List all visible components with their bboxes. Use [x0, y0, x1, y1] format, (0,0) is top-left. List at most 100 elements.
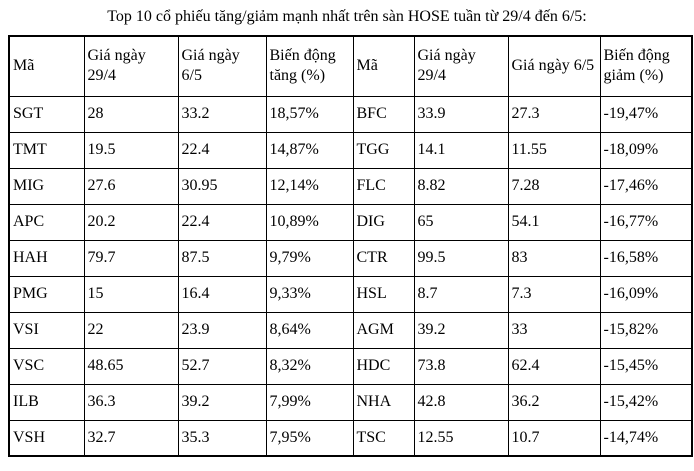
price-29-4-cell: 65 [413, 203, 509, 241]
header-ticker-losers: Mã [352, 35, 415, 97]
header-ticker-gainers: Mã [8, 35, 85, 97]
price-6-5-cell: 27.3 [507, 95, 601, 133]
ticker-cell: HSL [352, 275, 415, 313]
price-6-5-cell: 30.95 [177, 167, 267, 205]
table-row: SGT 28 33.2 18,57% BFC 33.9 27.3 -19,47% [8, 95, 693, 133]
change-percent-cell: 10,89% [265, 203, 354, 241]
price-29-4-cell: 8.7 [413, 275, 509, 313]
change-percent-cell: -14,74% [599, 419, 693, 457]
price-29-4-cell: 73.8 [413, 347, 509, 385]
price-6-5-cell: 22.4 [177, 131, 267, 169]
ticker-cell: PMG [8, 275, 85, 313]
change-percent-cell: 9,79% [265, 239, 354, 277]
price-6-5-cell: 39.2 [177, 383, 267, 421]
price-29-4-cell: 27.6 [83, 167, 179, 205]
stock-table: Mã Giá ngày 29/4 Giá ngày 6/5 Biến động … [8, 35, 693, 457]
price-29-4-cell: 14.1 [413, 131, 509, 169]
price-29-4-cell: 42.8 [413, 383, 509, 421]
price-6-5-cell: 87.5 [177, 239, 267, 277]
price-29-4-cell: 99.5 [413, 239, 509, 277]
change-percent-cell: 18,57% [265, 95, 354, 133]
ticker-cell: NHA [352, 383, 415, 421]
page-title: Top 10 cổ phiếu tăng/giảm mạnh nhất trên… [107, 8, 587, 25]
ticker-cell: APC [8, 203, 85, 241]
price-29-4-cell: 39.2 [413, 311, 509, 349]
price-6-5-cell: 10.7 [507, 419, 601, 457]
price-29-4-cell: 48.65 [83, 347, 179, 385]
header-change-down-percent: Biến động giảm (%) [599, 35, 693, 97]
table-body: SGT 28 33.2 18,57% BFC 33.9 27.3 -19,47% TMT 19.5… [8, 95, 693, 457]
price-6-5-cell: 33.2 [177, 95, 267, 133]
header-change-up-percent: Biến động tăng (%) [265, 35, 354, 97]
price-29-4-cell: 79.7 [83, 239, 179, 277]
change-percent-cell: -16,58% [599, 239, 693, 277]
table-row: VSC 48.65 52.7 8,32% HDC 73.8 62.4 -15,45% [8, 347, 693, 385]
table-row: VSI 22 23.9 8,64% AGM 39.2 33 -15,82% [8, 311, 693, 349]
ticker-cell: ILB [8, 383, 85, 421]
ticker-cell: TGG [352, 131, 415, 169]
change-percent-cell: 14,87% [265, 131, 354, 169]
price-29-4-cell: 8.82 [413, 167, 509, 205]
header-row: Mã Giá ngày 29/4 Giá ngày 6/5 Biến động … [8, 35, 693, 97]
change-percent-cell: -15,42% [599, 383, 693, 421]
table-row: PMG 15 16.4 9,33% HSL 8.7 7.3 -16,09% [8, 275, 693, 313]
price-6-5-cell: 35.3 [177, 419, 267, 457]
ticker-cell: CTR [352, 239, 415, 277]
price-29-4-cell: 28 [83, 95, 179, 133]
ticker-cell: MIG [8, 167, 85, 205]
table-row: MIG 27.6 30.95 12,14% FLC 8.82 7.28 -17,46% [8, 167, 693, 205]
price-29-4-cell: 19.5 [83, 131, 179, 169]
header-price-29-4-losers: Giá ngày 29/4 [413, 35, 509, 97]
price-6-5-cell: 16.4 [177, 275, 267, 313]
price-6-5-cell: 54.1 [507, 203, 601, 241]
price-29-4-cell: 22 [83, 311, 179, 349]
price-29-4-cell: 36.3 [83, 383, 179, 421]
price-29-4-cell: 33.9 [413, 95, 509, 133]
ticker-cell: HAH [8, 239, 85, 277]
ticker-cell: SGT [8, 95, 85, 133]
price-6-5-cell: 7.28 [507, 167, 601, 205]
table-row: TMT 19.5 22.4 14,87% TGG 14.1 11.55 -18,09% [8, 131, 693, 169]
price-6-5-cell: 22.4 [177, 203, 267, 241]
change-percent-cell: -17,46% [599, 167, 693, 205]
change-percent-cell: -15,82% [599, 311, 693, 349]
price-6-5-cell: 33 [507, 311, 601, 349]
table-row: APC 20.2 22.4 10,89% DIG 65 54.1 -16,77% [8, 203, 693, 241]
price-6-5-cell: 52.7 [177, 347, 267, 385]
ticker-cell: VSI [8, 311, 85, 349]
change-percent-cell: 9,33% [265, 275, 354, 313]
table-row: VSH 32.7 35.3 7,95% TSC 12.55 10.7 -14,74% [8, 419, 693, 457]
price-29-4-cell: 32.7 [83, 419, 179, 457]
header-price-6-5-losers: Giá ngày 6/5 [507, 35, 601, 97]
change-percent-cell: -16,77% [599, 203, 693, 241]
header-price-6-5-gainers: Giá ngày 6/5 [177, 35, 267, 97]
ticker-cell: HDC [352, 347, 415, 385]
change-percent-cell: -15,45% [599, 347, 693, 385]
price-29-4-cell: 12.55 [413, 419, 509, 457]
change-percent-cell: 7,95% [265, 419, 354, 457]
ticker-cell: VSC [8, 347, 85, 385]
table-row: HAH 79.7 87.5 9,79% CTR 99.5 83 -16,58% [8, 239, 693, 277]
ticker-cell: VSH [8, 419, 85, 457]
change-percent-cell: 7,99% [265, 383, 354, 421]
price-6-5-cell: 7.3 [507, 275, 601, 313]
price-6-5-cell: 62.4 [507, 347, 601, 385]
change-percent-cell: -19,47% [599, 95, 693, 133]
price-6-5-cell: 11.55 [507, 131, 601, 169]
table-row: ILB 36.3 39.2 7,99% NHA 42.8 36.2 -15,42% [8, 383, 693, 421]
ticker-cell: FLC [352, 167, 415, 205]
price-6-5-cell: 36.2 [507, 383, 601, 421]
ticker-cell: BFC [352, 95, 415, 133]
change-percent-cell: 8,32% [265, 347, 354, 385]
price-6-5-cell: 23.9 [177, 311, 267, 349]
change-percent-cell: -18,09% [599, 131, 693, 169]
ticker-cell: DIG [352, 203, 415, 241]
price-6-5-cell: 83 [507, 239, 601, 277]
header-price-29-4-gainers: Giá ngày 29/4 [83, 35, 179, 97]
ticker-cell: TSC [352, 419, 415, 457]
change-percent-cell: -16,09% [599, 275, 693, 313]
price-29-4-cell: 20.2 [83, 203, 179, 241]
ticker-cell: TMT [8, 131, 85, 169]
ticker-cell: AGM [352, 311, 415, 349]
